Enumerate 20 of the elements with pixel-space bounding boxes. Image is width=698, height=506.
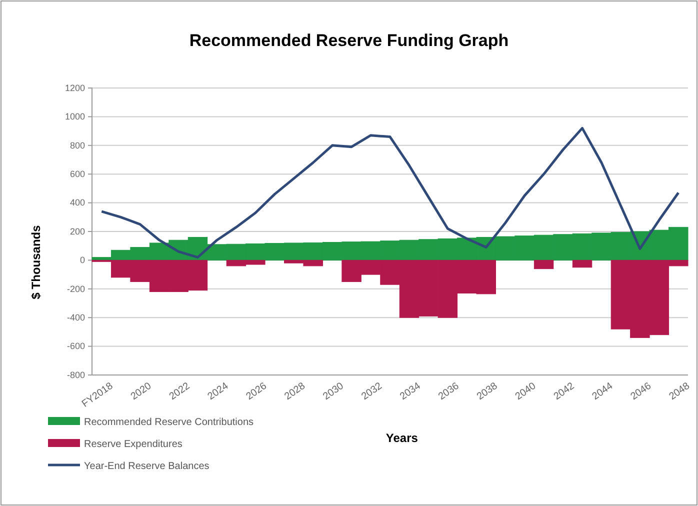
- y-tick-label: -600: [66, 341, 85, 352]
- y-tick-label: 0: [80, 255, 85, 266]
- y-axis-title: $ Thousands: [29, 224, 43, 300]
- legend-label: Year-End Reserve Balances: [84, 461, 210, 472]
- y-tick-label: 600: [70, 168, 85, 179]
- x-axis-title: Years: [386, 431, 418, 445]
- chart-title: Recommended Reserve Funding Graph: [189, 31, 509, 50]
- y-tick-label: 1200: [64, 82, 85, 93]
- y-tick-label: -200: [66, 284, 85, 294]
- legend-label: Recommended Reserve Contributions: [84, 417, 254, 428]
- bar: [534, 260, 554, 270]
- line-series: [100, 126, 680, 259]
- y-tick-label: 800: [70, 140, 85, 150]
- y-tick-label: 400: [70, 198, 85, 208]
- y-tick-label: -400: [66, 312, 85, 322]
- y-tick-label: -800: [66, 370, 85, 380]
- bar: [572, 260, 592, 268]
- legend-label: Reserve Expenditures: [84, 439, 182, 450]
- y-tick-label: 200: [70, 226, 85, 236]
- y-tick-label: 1000: [64, 112, 85, 122]
